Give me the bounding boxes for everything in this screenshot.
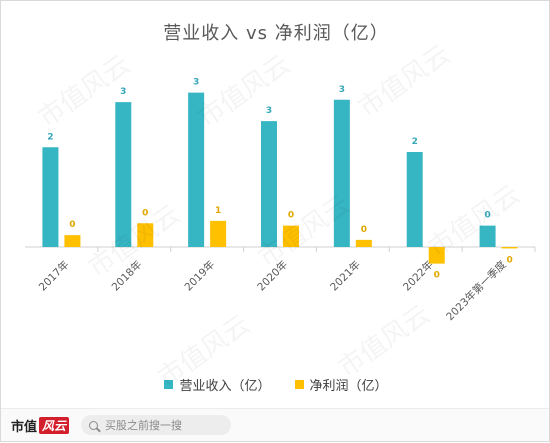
- data-label-profit: 1: [215, 206, 221, 216]
- brand-accent: 风云: [39, 416, 70, 434]
- legend-swatch-revenue: [164, 380, 174, 389]
- chart-legend: 营业收入（亿） 净利润（亿）: [1, 375, 550, 394]
- legend-item-revenue: 营业收入（亿）: [164, 375, 271, 394]
- data-label-profit: 0: [288, 211, 294, 221]
- legend-label-profit: 净利润（亿）: [309, 379, 388, 394]
- bar-profit: [355, 239, 372, 247]
- data-label-revenue: 3: [193, 78, 199, 88]
- legend-item-profit: 净利润（亿）: [294, 375, 388, 394]
- data-label-profit: 0: [361, 225, 367, 235]
- x-tick-label: 2023年第一季度: [443, 258, 509, 324]
- x-tick-label: 2018年: [109, 258, 145, 294]
- search-box[interactable]: 买股之前搜一搜: [81, 415, 232, 435]
- footer-bar: 市值 风云 买股之前搜一搜: [1, 408, 549, 441]
- bar-profit: [428, 247, 445, 264]
- bar-revenue: [115, 102, 132, 247]
- bar-revenue: [42, 147, 59, 247]
- bar-revenue: [261, 121, 277, 247]
- data-label-revenue: 0: [484, 211, 490, 221]
- search-placeholder: 买股之前搜一搜: [105, 419, 183, 432]
- bar-profit: [210, 220, 227, 247]
- x-tick-label: 2020年: [255, 258, 291, 294]
- bar-profit: [137, 223, 154, 247]
- bar-profit: [501, 247, 518, 249]
- data-label-profit: 0: [434, 271, 440, 281]
- legend-label-revenue: 营业收入（亿）: [179, 379, 271, 394]
- bar-revenue: [479, 225, 496, 247]
- data-label-profit: 0: [69, 220, 75, 230]
- data-label-profit: 0: [142, 208, 148, 218]
- search-icon: [89, 420, 99, 430]
- x-tick-label: 2021年: [327, 258, 363, 294]
- chart-title: 营业收入 vs 净利润（亿）: [163, 23, 389, 44]
- data-label-revenue: 2: [47, 132, 53, 142]
- x-tick-label: 2019年: [182, 258, 218, 294]
- data-label-profit: 0: [506, 255, 512, 265]
- brand-logo[interactable]: 市值 风云: [11, 416, 70, 435]
- bar-revenue: [188, 92, 205, 247]
- bar-profit: [64, 235, 81, 247]
- data-label-revenue: 3: [266, 106, 272, 116]
- bar-revenue: [406, 152, 423, 247]
- x-tick-label: 2022年: [400, 258, 436, 294]
- data-label-revenue: 2: [412, 137, 418, 147]
- bar-profit: [283, 225, 299, 247]
- data-label-revenue: 3: [339, 85, 345, 95]
- data-label-revenue: 3: [120, 87, 126, 97]
- brand-main: 市值: [11, 419, 38, 435]
- bar-revenue: [333, 99, 350, 247]
- x-tick-label: 2017年: [36, 258, 72, 294]
- legend-swatch-profit: [294, 380, 304, 389]
